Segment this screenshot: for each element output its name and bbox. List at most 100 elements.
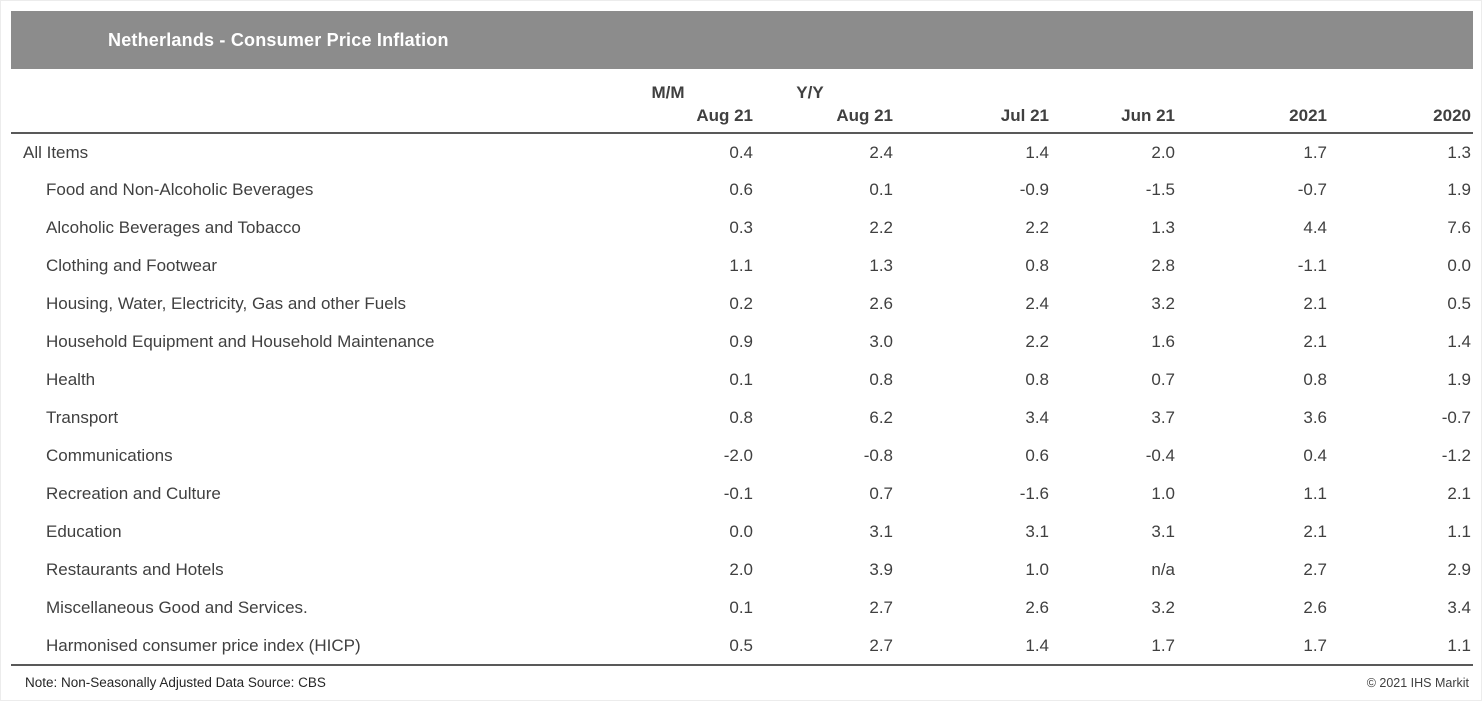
- cell: -1.2: [1441, 446, 1471, 465]
- cell: 3.1: [1151, 522, 1175, 541]
- cell: 0.2: [729, 294, 753, 313]
- cell: 3.9: [869, 560, 893, 579]
- cell: 1.9: [1447, 370, 1471, 389]
- cell: 0.4: [1303, 446, 1327, 465]
- table-row: Education 0.0 3.1 3.1 3.1 2.1 1.1: [11, 513, 1473, 551]
- cell: 2.6: [1025, 598, 1049, 617]
- column-header: Jun 21: [1051, 103, 1177, 134]
- cell: 2.4: [1025, 294, 1049, 313]
- cell: 2.7: [755, 627, 895, 666]
- row-label: Food and Non-Alcoholic Beverages: [46, 180, 314, 199]
- cell: 3.4: [1025, 408, 1049, 427]
- title-bar: Netherlands - Consumer Price Inflation: [11, 11, 1473, 69]
- table-row: Harmonised consumer price index (HICP) 0…: [11, 627, 1473, 666]
- table-row: Transport 0.8 6.2 3.4 3.7 3.6 -0.7: [11, 399, 1473, 437]
- cell: 0.6: [729, 180, 753, 199]
- column-header-row: Aug 21 Aug 21 Jul 21 Jun 21 2021 2020: [11, 103, 1473, 134]
- cell: 2.4: [869, 142, 893, 162]
- spacer-cell: [1177, 77, 1329, 103]
- row-label: Recreation and Culture: [46, 484, 221, 503]
- row-label: Household Equipment and Household Mainte…: [46, 332, 435, 351]
- cell: 3.1: [869, 522, 893, 541]
- row-label: Clothing and Footwear: [46, 256, 218, 275]
- cell: 2.0: [1151, 142, 1175, 162]
- cell: -0.9: [1019, 180, 1049, 199]
- cell: 2.9: [1447, 560, 1471, 579]
- cell: -0.8: [863, 446, 893, 465]
- cell: n/a: [1151, 560, 1175, 579]
- cell: 1.1: [729, 256, 753, 275]
- cell: -1.1: [1297, 256, 1327, 275]
- cell: 0.8: [1025, 256, 1049, 275]
- cell: 1.0: [1025, 560, 1049, 579]
- cell: 1.4: [1025, 142, 1049, 162]
- group-header-yy: Y/Y: [796, 83, 824, 102]
- cell: 2.2: [869, 218, 893, 237]
- column-header: Aug 21: [611, 103, 755, 134]
- cell: 0.7: [869, 484, 893, 503]
- cell: 0.1: [729, 370, 753, 389]
- cell: 2.2: [1025, 218, 1049, 237]
- cell: 0.5: [611, 627, 755, 666]
- cell: -0.7: [1441, 408, 1471, 427]
- cell: 2.1: [1447, 484, 1471, 503]
- cell: 2.7: [869, 598, 893, 617]
- table-row: Clothing and Footwear 1.1 1.3 0.8 2.8 -1…: [11, 247, 1473, 285]
- column-header: Jul 21: [895, 103, 1051, 134]
- table-row: Restaurants and Hotels 2.0 3.9 1.0 n/a 2…: [11, 551, 1473, 589]
- cell: 1.1: [1329, 627, 1473, 666]
- cell: 0.1: [869, 180, 893, 199]
- cell: 0.0: [1447, 256, 1471, 275]
- row-label: Miscellaneous Good and Services.: [46, 598, 308, 617]
- page-title: Netherlands - Consumer Price Inflation: [108, 29, 449, 50]
- cell: -0.7: [1297, 180, 1327, 199]
- cell: 1.9: [1447, 180, 1471, 199]
- table-row: Food and Non-Alcoholic Beverages 0.6 0.1…: [11, 171, 1473, 209]
- spacer-cell: [895, 77, 1051, 103]
- spacer-cell: [11, 77, 611, 103]
- cell: 2.6: [1303, 598, 1327, 617]
- cell: 1.0: [1151, 484, 1175, 503]
- cell: 1.7: [1303, 142, 1327, 162]
- row-label: Alcoholic Beverages and Tobacco: [46, 218, 301, 237]
- cell: 0.7: [1151, 370, 1175, 389]
- table-row: Health 0.1 0.8 0.8 0.7 0.8 1.9: [11, 361, 1473, 399]
- cell: 2.7: [1303, 560, 1327, 579]
- row-label: Housing, Water, Electricity, Gas and oth…: [46, 294, 406, 313]
- table-row: Housing, Water, Electricity, Gas and oth…: [11, 285, 1473, 323]
- cell: 1.7: [1051, 627, 1177, 666]
- cell: 3.6: [1303, 408, 1327, 427]
- row-label: Education: [46, 522, 122, 541]
- cell: 3.1: [1025, 522, 1049, 541]
- cell: 0.3: [729, 218, 753, 237]
- cell: 2.0: [729, 560, 753, 579]
- cell: 1.1: [1447, 522, 1471, 541]
- column-header: Aug 21: [755, 103, 895, 134]
- cell: 0.8: [869, 370, 893, 389]
- copyright-text: © 2021 IHS Markit: [1366, 675, 1469, 690]
- cell: 1.1: [1303, 484, 1327, 503]
- cell: 1.6: [1151, 332, 1175, 351]
- cell: 0.8: [1303, 370, 1327, 389]
- cell: 3.7: [1151, 408, 1175, 427]
- cell: 0.1: [729, 598, 753, 617]
- group-header-row: M/M Y/Y: [11, 77, 1473, 103]
- cell: 4.4: [1303, 218, 1327, 237]
- spacer-cell: [1329, 77, 1473, 103]
- cell: 3.0: [869, 332, 893, 351]
- table-row: Communications -2.0 -0.8 0.6 -0.4 0.4 -1…: [11, 437, 1473, 475]
- footer: Note: Non-Seasonally Adjusted Data Sourc…: [11, 675, 1473, 690]
- cell: 1.3: [869, 256, 893, 275]
- column-header: 2020: [1329, 103, 1473, 134]
- cell: 3.4: [1447, 598, 1471, 617]
- column-header: 2021: [1177, 103, 1329, 134]
- cell: 0.0: [729, 522, 753, 541]
- group-header-mm: M/M: [651, 83, 685, 102]
- table-row: Alcoholic Beverages and Tobacco 0.3 2.2 …: [11, 209, 1473, 247]
- row-label: All Items: [23, 142, 89, 162]
- cell: 7.6: [1447, 218, 1471, 237]
- table-row: Recreation and Culture -0.1 0.7 -1.6 1.0…: [11, 475, 1473, 513]
- cell: -0.1: [723, 484, 753, 503]
- cell: 1.7: [1177, 627, 1329, 666]
